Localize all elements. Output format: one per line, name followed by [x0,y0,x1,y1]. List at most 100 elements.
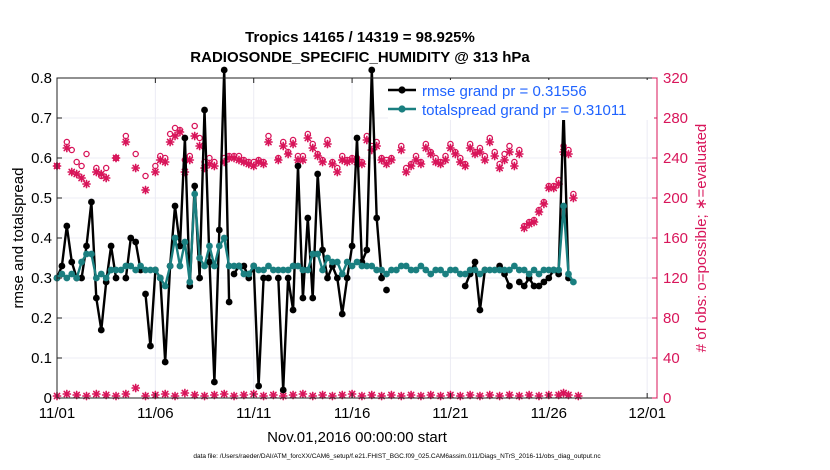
obs-evaluated-point [539,199,549,209]
obs-star-stroke [314,152,322,160]
spread-point [215,242,223,250]
obs-evaluated-point [480,155,490,165]
obs-count-bottom-point [298,389,308,399]
obs-star-stroke [427,150,435,158]
obs-star-stroke [417,160,425,168]
rmse-point [88,198,95,206]
obs-count-bottom-point [288,390,298,400]
obs-count-bottom-point [268,390,278,400]
obs-evaluated-point [465,143,475,153]
obs-evaluated-point [446,143,455,153]
spread-point [348,262,356,270]
rmse-point [206,258,213,266]
rmse-point [373,214,381,222]
spread-point [68,270,76,278]
data-lines [53,66,577,394]
obs-count-bottom-point [82,391,91,401]
obs-star-stroke [319,391,326,399]
obs-star-stroke [289,391,297,399]
rmse-point [515,278,523,286]
obs-count-bottom-point [190,390,200,400]
spread-point [373,266,381,274]
rmse-point [83,242,90,250]
obs-evaluated-point [323,139,332,149]
obs-count-bottom-point [229,391,239,401]
spread-point [309,250,317,258]
rmse-point [127,234,135,242]
obs-possible-point [73,158,80,166]
rmse-point [279,386,287,394]
obs-count-bottom-point [534,391,544,401]
obs-star-stroke [166,138,174,146]
obs-star-stroke [92,168,100,176]
obs-star-stroke [235,156,243,164]
obs-star-stroke [560,389,567,397]
spread-point [476,270,484,278]
obs-star-stroke [432,158,440,166]
obs-star-stroke [407,162,415,170]
rmse-point [378,274,385,282]
obs-evaluated-point [209,161,219,171]
rmse-point [289,306,297,314]
obs-star-stroke [186,156,194,164]
obs-star-stroke [83,180,90,188]
obs-star-stroke [122,138,130,146]
obs-evaluated-point [387,155,396,165]
obs-count-bottom-point [396,391,406,401]
rmse-point [333,274,341,282]
obs-star-stroke [476,148,484,156]
obs-evaluated-point [416,159,426,169]
spread-point [363,262,371,270]
spread-point [442,270,449,278]
obs-count-bottom-point [406,390,416,400]
spread-point [565,270,572,278]
obs-evaluated-point [259,159,268,169]
obs-possible-point [83,150,90,158]
x-tick-label: 11/21 [432,405,468,422]
obs-evaluated-point [396,145,406,155]
obs-star-stroke [422,144,430,152]
legend: rmse grand pr = 0.31556 totalspread gran… [388,80,654,120]
obs-count-bottom-point [180,388,190,398]
obs-star-stroke [210,162,218,170]
spread-point [481,266,489,274]
obs-star-stroke [151,168,159,176]
spread-point [289,262,297,270]
obs-evaluated-point [298,155,308,165]
rmse-point [230,270,238,278]
obs-star-stroke [279,142,287,150]
rmse-point [314,170,322,178]
obs-evaluated-point [406,161,416,171]
spread-point [407,266,415,274]
obs-count-bottom-point [141,391,150,401]
rmse-point [353,134,361,142]
rmse-point [265,274,272,282]
chart-title: Tropics 14165 / 14319 = 98.925% [245,29,475,46]
obs-count-bottom-point [465,390,475,400]
obs-star-stroke [515,150,523,158]
obs-star-stroke [63,144,71,152]
obs-star-stroke [496,164,504,172]
obs-star-stroke [289,140,297,148]
obs-star-stroke [319,158,326,166]
rmse-point [274,274,282,282]
obs-star-stroke [294,156,302,164]
obs-count-bottom-point [91,389,101,399]
spread-point [294,262,302,270]
obs-evaluated-point [82,179,91,189]
spread-point [569,278,577,286]
obs-star-stroke [73,391,81,399]
spread-point [92,274,100,282]
rmse-point [338,310,346,318]
obs-star-stroke [565,150,572,158]
obs-star-stroke [348,156,356,164]
x-tick-label: 11/26 [531,405,567,422]
obs-count-bottom-point [514,391,524,401]
x-axis-label: Nov.01,2016 00:00:00 start [267,429,448,446]
spread-point [338,270,346,278]
spread-point [220,234,228,242]
rmse-point [471,258,479,266]
obs-evaluated-point [308,143,318,153]
rmse-point [506,282,513,290]
obs-count-bottom-point [485,390,495,400]
